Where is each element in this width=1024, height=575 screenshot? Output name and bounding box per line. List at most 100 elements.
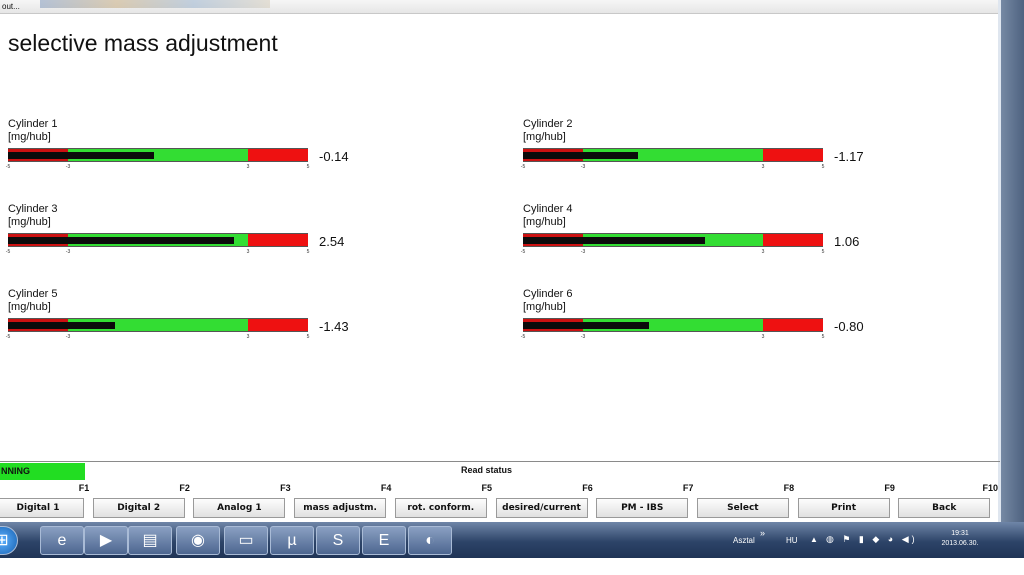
- function-button-f1[interactable]: Digital 1: [0, 498, 84, 518]
- toolbar-chevron-icon[interactable]: »: [760, 528, 766, 538]
- scale-tick-label: 5: [306, 249, 310, 255]
- cylinder-unit: [mg/hub]: [8, 216, 51, 228]
- cylinder-bar: [8, 233, 308, 247]
- cylinder-gauge: Cylinder 1 [mg/hub] -0.14 -5 -3 3 5: [5, 118, 378, 188]
- bar-zone-high: [248, 234, 308, 246]
- cylinder-gauge: Cylinder 2 [mg/hub] -1.17 -5 -3 3 5: [520, 118, 893, 188]
- skype-icon[interactable]: S: [316, 526, 360, 555]
- cylinder-bar: [523, 148, 823, 162]
- status-separator: [0, 461, 1000, 462]
- cylinder-bar: [8, 318, 308, 332]
- scale-tick-label: 3: [246, 164, 250, 170]
- cylinder-value: -1.43: [319, 319, 349, 334]
- scale-tick-label: 3: [761, 334, 765, 340]
- scale-tick-label: -3: [65, 164, 71, 170]
- scale-tick-label: 3: [246, 249, 250, 255]
- cylinder-unit: [mg/hub]: [523, 131, 566, 143]
- bar-value-fill: [8, 237, 235, 244]
- cylinder-name: Cylinder 3: [8, 203, 58, 215]
- function-button-f10[interactable]: Back: [898, 498, 991, 518]
- screenshot-bottom-margin: [0, 558, 1024, 575]
- media-player-icon[interactable]: ▶: [84, 526, 128, 555]
- cylinder-value: -0.80: [834, 319, 864, 334]
- function-key-label: F4: [380, 483, 392, 493]
- scale-tick-label: -3: [65, 334, 71, 340]
- cylinder-name: Cylinder 4: [523, 203, 573, 215]
- function-button-f3[interactable]: Analog 1: [193, 498, 286, 518]
- clock-time: 19:31: [951, 530, 969, 537]
- bar-value-fill: [8, 152, 154, 159]
- scale-tick-label: 5: [821, 164, 825, 170]
- function-button-f6[interactable]: desired/current: [495, 498, 588, 518]
- tray-arrow-icon[interactable]: ▲: [810, 535, 818, 544]
- cylinder-gauge: Cylinder 4 [mg/hub] 1.06 -5 -3 3 5: [520, 203, 893, 273]
- scale-tick-label: 5: [821, 334, 825, 340]
- scale-tick-label: -5: [5, 164, 11, 170]
- page-title: selective mass adjustment: [8, 30, 278, 56]
- windows-start-icon[interactable]: ⊞: [0, 526, 18, 555]
- function-key-label: F8: [783, 483, 795, 493]
- function-button-f8[interactable]: Select: [696, 498, 789, 518]
- function-button-f2[interactable]: Digital 2: [92, 498, 185, 518]
- title-strip-blur: [40, 0, 270, 8]
- function-key-label: F6: [582, 483, 593, 493]
- bmw-icon[interactable]: ◐: [408, 526, 452, 555]
- scale-tick-label: -5: [5, 249, 11, 255]
- function-button-f9[interactable]: Print: [797, 498, 890, 518]
- firefox-icon[interactable]: ◉: [176, 526, 220, 555]
- scale-tick-label: -5: [520, 164, 526, 170]
- language-indicator[interactable]: HU: [786, 536, 798, 545]
- bar-zone-high: [248, 149, 308, 161]
- function-key-label: F1: [78, 483, 90, 493]
- cylinder-value: -1.17: [834, 149, 864, 164]
- scale-tick-label: -3: [580, 334, 586, 340]
- cylinder-unit: [mg/hub]: [523, 216, 566, 228]
- taskbar-clock[interactable]: 19:31 2013.06.30.: [935, 529, 985, 549]
- desktop-toolbar-label[interactable]: Asztal: [733, 536, 755, 545]
- cylinder-bar: [523, 233, 823, 247]
- function-button-f7[interactable]: PM - IBS: [596, 498, 689, 518]
- scale-tick-label: -3: [580, 249, 586, 255]
- cylinder-name: Cylinder 5: [8, 288, 58, 300]
- function-key-label: F5: [481, 483, 493, 493]
- folder-icon[interactable]: ▭: [224, 526, 268, 555]
- bar-zone-high: [763, 319, 823, 331]
- running-status: NNING: [0, 463, 85, 480]
- function-button-f5[interactable]: rot. conform.: [394, 498, 487, 518]
- bar-value-fill: [523, 152, 638, 159]
- cylinder-gauge: Cylinder 3 [mg/hub] 2.54 -5 -3 3 5: [5, 203, 378, 273]
- cylinder-unit: [mg/hub]: [8, 131, 51, 143]
- scale-tick-label: -5: [520, 249, 526, 255]
- system-tray-icons[interactable]: ◍ ⚑ ▮ ◆ ◕ ◀): [826, 534, 918, 544]
- scale-tick-label: -3: [65, 249, 71, 255]
- bar-value-fill: [523, 237, 705, 244]
- scale-tick-label: 3: [761, 249, 765, 255]
- window-right-edge: [998, 0, 1024, 522]
- scale-tick-label: 5: [821, 249, 825, 255]
- function-key-label: F7: [682, 483, 694, 493]
- internet-explorer-icon[interactable]: e: [40, 526, 84, 555]
- evernote-icon[interactable]: E: [362, 526, 406, 555]
- scale-tick-label: -3: [580, 164, 586, 170]
- cylinder-gauge: Cylinder 6 [mg/hub] -0.80 -5 -3 3 5: [520, 288, 893, 358]
- cylinder-bar: [523, 318, 823, 332]
- bar-zone-high: [763, 234, 823, 246]
- cylinder-value: 1.06: [834, 234, 860, 249]
- scale-tick-label: -5: [520, 334, 526, 340]
- bar-value-fill: [523, 322, 649, 329]
- function-button-f4[interactable]: mass adjustm.: [294, 498, 387, 518]
- scale-tick-label: 5: [306, 334, 310, 340]
- scale-tick-label: -5: [5, 334, 11, 340]
- cylinder-gauge: Cylinder 5 [mg/hub] -1.43 -5 -3 3 5: [5, 288, 378, 358]
- cylinder-value: 2.54: [319, 234, 345, 249]
- file-explorer-icon[interactable]: ▤: [128, 526, 172, 555]
- cylinder-name: Cylinder 2: [523, 118, 573, 130]
- bar-value-fill: [8, 322, 116, 329]
- cylinder-unit: [mg/hub]: [8, 301, 51, 313]
- bar-zone-high: [248, 319, 308, 331]
- cylinder-unit: [mg/hub]: [523, 301, 566, 313]
- utorrent-icon[interactable]: µ: [270, 526, 314, 555]
- clock-date: 2013.06.30.: [941, 540, 979, 547]
- cylinder-value: -0.14: [319, 149, 349, 164]
- bar-zone-high: [763, 149, 823, 161]
